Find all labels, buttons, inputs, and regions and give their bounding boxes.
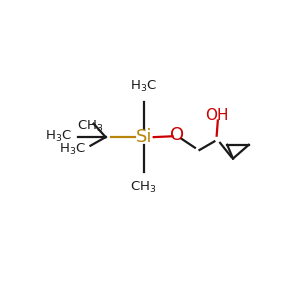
Text: H$_3$C: H$_3$C xyxy=(59,142,86,157)
Text: OH: OH xyxy=(205,108,229,123)
Text: H$_3$C: H$_3$C xyxy=(45,129,72,144)
Text: CH$_3$: CH$_3$ xyxy=(77,119,103,134)
Text: CH$_3$: CH$_3$ xyxy=(130,180,157,195)
Text: H$_3$C: H$_3$C xyxy=(130,79,157,94)
Text: Si: Si xyxy=(136,128,152,146)
Text: O: O xyxy=(170,126,184,144)
